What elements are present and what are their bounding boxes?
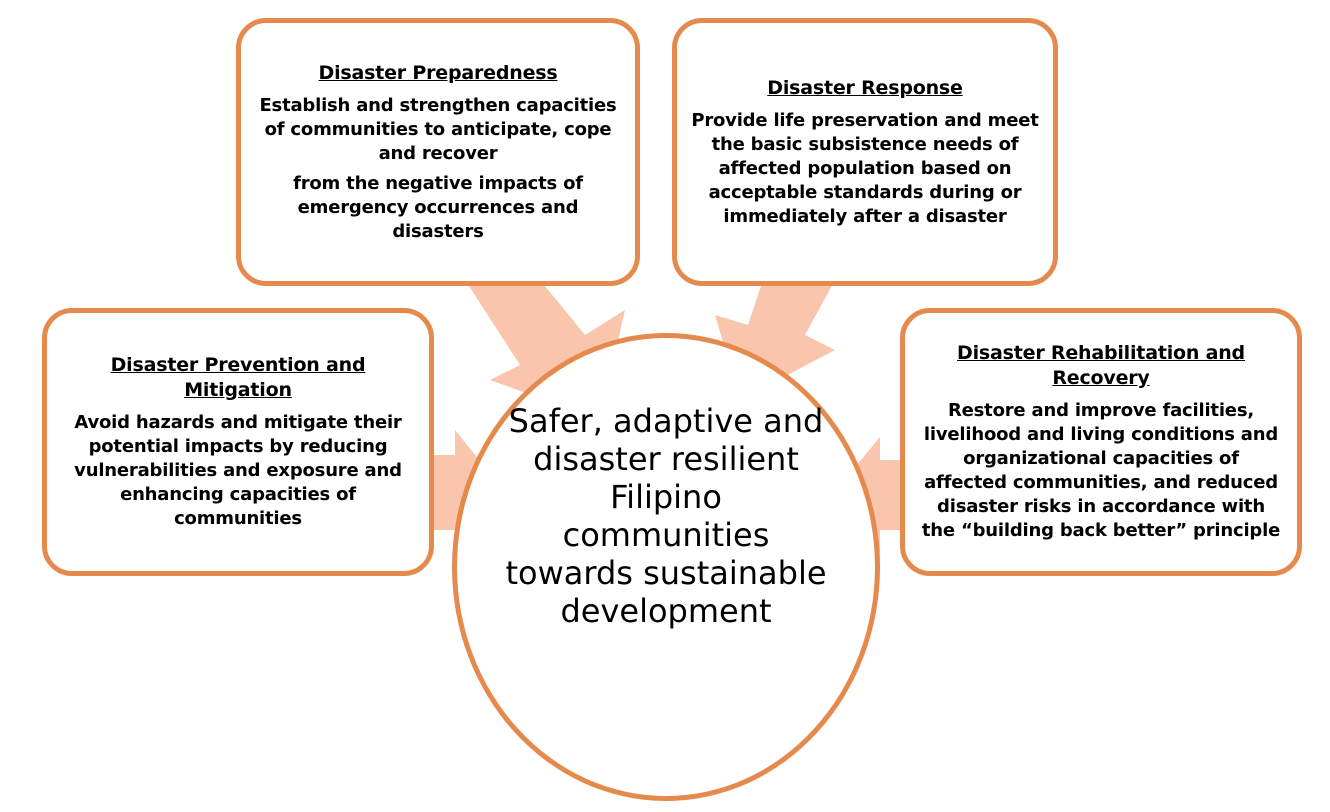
box-body: Avoid hazards and mitigate their potenti… <box>74 412 402 529</box>
box-title: Disaster Response <box>767 76 963 99</box>
box-disaster-rehabilitation-recovery: Disaster Rehabilitation and Recovery Res… <box>900 308 1302 576</box>
box-disaster-prevention-mitigation: Disaster Prevention and Mitigation Avoid… <box>42 308 434 576</box>
box-title: Disaster Prevention and Mitigation <box>110 354 366 401</box>
goal-text: Safer, adaptive and disaster resilient F… <box>505 402 827 630</box>
box-body: from the negative impacts of emergency o… <box>293 172 583 242</box>
box-title: Disaster Rehabilitation and Recovery <box>957 342 1245 389</box>
box-body: Provide life preservation and meet the b… <box>691 109 1039 227</box>
box-body: Restore and improve facilities, liveliho… <box>921 400 1281 541</box>
box-title: Disaster Preparedness <box>318 61 558 84</box>
goal-circle <box>452 333 880 801</box>
box-disaster-response: Disaster Response Provide life preservat… <box>672 18 1058 286</box>
box-disaster-preparedness: Disaster Preparedness Establish and stre… <box>236 18 640 286</box>
box-body: Establish and strengthen capacities of c… <box>259 94 617 164</box>
